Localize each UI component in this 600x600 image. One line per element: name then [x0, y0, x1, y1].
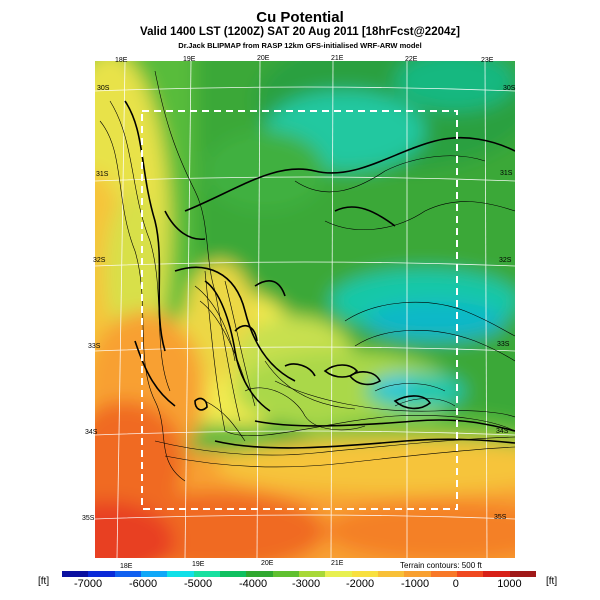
colorbar	[62, 571, 536, 577]
colorbar-swatch	[114, 571, 141, 577]
lat-label-right: 30S	[503, 85, 516, 92]
colorbar-unit-left: [ft]	[38, 576, 50, 587]
colorbar-swatch	[140, 571, 168, 577]
colorbar-tick-label: -5000	[184, 578, 213, 590]
colorbar-tick-label: -6000	[129, 578, 158, 590]
colorbar-tick-label: -3000	[292, 578, 321, 590]
cu-potential-map	[95, 61, 515, 558]
colorbar-swatch	[325, 571, 352, 577]
lat-label-right: 35S	[494, 514, 507, 521]
lat-label-left: 33S	[88, 343, 101, 350]
lat-label-left: 35S	[82, 515, 95, 522]
lat-label-right: 32S	[499, 257, 512, 264]
terrain-contour-note: Terrain contours: 500 ft	[400, 561, 482, 570]
colorbar-swatch	[404, 571, 431, 577]
colorbar-tick-label: -2000	[346, 578, 375, 590]
colorbar-tick-label: -1000	[401, 578, 430, 590]
colorbar-swatch	[62, 571, 89, 577]
lon-label-bottom: 21E	[331, 560, 344, 567]
lat-label-left: 34S	[85, 429, 98, 436]
potential-contours	[124, 100, 515, 449]
colorbar-swatch	[351, 571, 378, 577]
graticule	[95, 61, 515, 558]
lon-label-top: 18E	[115, 57, 128, 64]
colorbar-swatch	[219, 571, 247, 577]
colorbar-swatch	[88, 571, 115, 577]
chart-title: Cu Potential	[256, 9, 344, 26]
lat-label-right: 34S	[496, 428, 509, 435]
lon-label-bottom: 20E	[261, 560, 274, 567]
lon-label-bottom: 18E	[120, 563, 133, 570]
colorbar-swatch	[246, 571, 273, 577]
colorbar-swatch	[167, 571, 194, 577]
lon-label-top: 20E	[257, 55, 270, 62]
colorbar-swatch	[298, 571, 326, 577]
colorbar-tick-label: -7000	[74, 578, 103, 590]
model-credit: Dr.Jack BLIPMAP from RASP 12km GFS-initi…	[178, 41, 422, 50]
lat-label-left: 31S	[96, 171, 109, 178]
colorbar-swatch	[430, 571, 457, 577]
lon-label-bottom: 19E	[192, 561, 205, 568]
lat-label-right: 33S	[497, 341, 510, 348]
lat-label-right: 31S	[500, 170, 513, 177]
lon-label-top: 22E	[405, 56, 418, 63]
potential-field	[95, 61, 515, 558]
lon-label-top: 23E	[481, 57, 494, 64]
domain-boundary	[141, 110, 458, 510]
colorbar-swatch	[483, 571, 510, 577]
colorbar-tick-label: 1000	[497, 578, 522, 590]
colorbar-tick-label: -4000	[239, 578, 268, 590]
colorbar-tick-label: 0	[452, 578, 459, 590]
chart-subtitle: Valid 1400 LST (1200Z) SAT 20 Aug 2011 […	[140, 26, 460, 38]
lon-label-top: 21E	[331, 55, 344, 62]
colorbar-swatch	[509, 571, 536, 577]
colorbar-swatch	[456, 571, 484, 577]
colorbar-swatch	[193, 571, 220, 577]
colorbar-swatch	[272, 571, 299, 577]
lon-label-top: 19E	[183, 56, 196, 63]
colorbar-swatch	[377, 571, 405, 577]
lat-label-left: 32S	[93, 257, 106, 264]
lat-label-left: 30S	[97, 85, 110, 92]
colorbar-unit-right: [ft]	[546, 576, 558, 587]
